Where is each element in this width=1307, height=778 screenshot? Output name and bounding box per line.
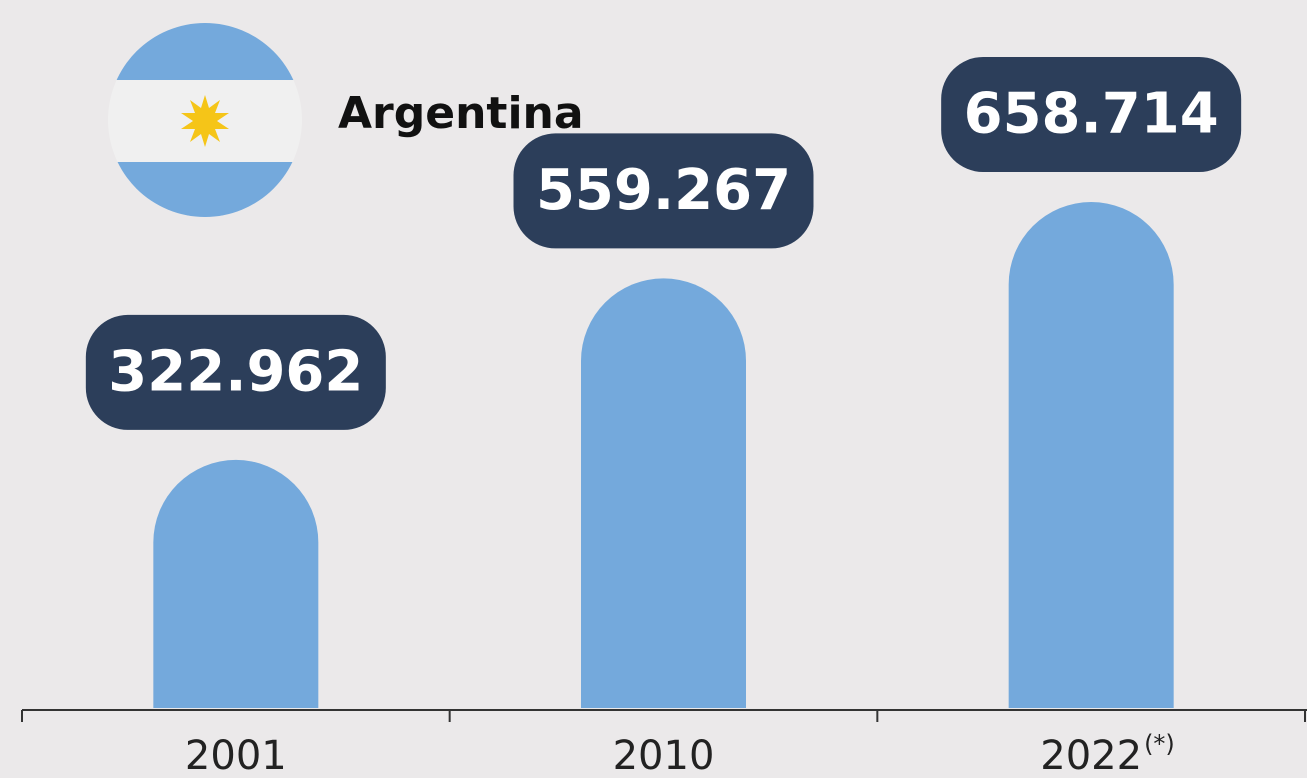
annotation: (*) (1144, 730, 1175, 758)
value-label: 322.962 (108, 340, 363, 405)
value-label-box (85, 314, 386, 430)
x-tick-label: 2001 (185, 733, 287, 778)
value-label: 559.267 (536, 158, 791, 223)
value-label-box (941, 57, 1242, 172)
chart-title: Argentina (338, 88, 584, 139)
bar (1008, 201, 1174, 708)
x-tick-label: 2022 (1040, 733, 1142, 778)
x-tick-label: 2010 (613, 733, 715, 778)
flag-sun (181, 95, 229, 147)
bar (153, 459, 319, 708)
value-label: 658.714 (964, 82, 1219, 147)
value-label-box (513, 133, 814, 249)
bar (581, 278, 746, 708)
